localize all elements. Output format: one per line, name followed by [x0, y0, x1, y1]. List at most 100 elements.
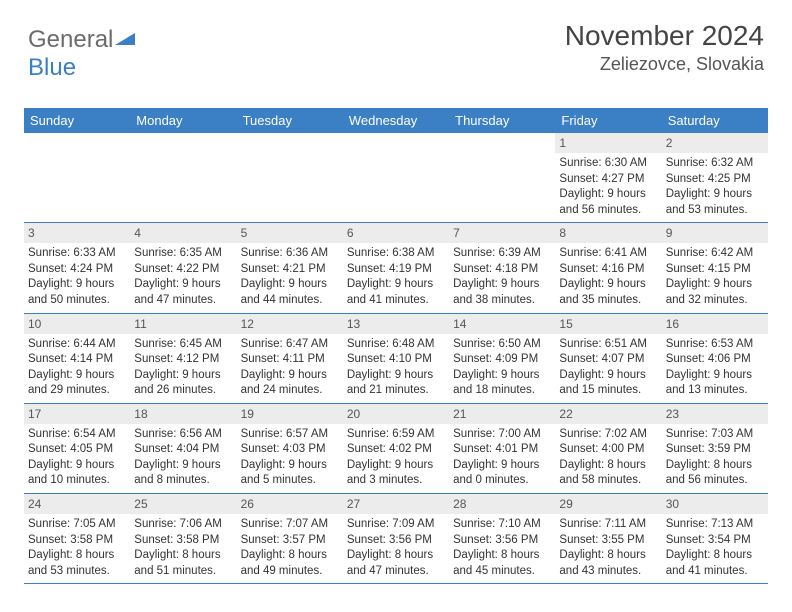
sunrise-text: Sunrise: 7:03 AM — [666, 427, 764, 443]
sunset-text: Sunset: 3:57 PM — [241, 533, 339, 549]
daylight-text: Daylight: 9 hours and 0 minutes. — [453, 458, 551, 489]
day-header: Monday — [130, 108, 236, 133]
day-number: 28 — [449, 494, 555, 514]
day-number: 14 — [449, 314, 555, 334]
sunset-text: Sunset: 4:10 PM — [347, 352, 445, 368]
day-number: 29 — [555, 494, 661, 514]
sunset-text: Sunset: 4:18 PM — [453, 262, 551, 278]
daylight-text: Daylight: 9 hours and 44 minutes. — [241, 277, 339, 308]
sunset-text: Sunset: 4:04 PM — [134, 442, 232, 458]
sunrise-text: Sunrise: 6:42 AM — [666, 246, 764, 262]
daylight-text: Daylight: 9 hours and 13 minutes. — [666, 368, 764, 399]
day-header: Tuesday — [237, 108, 343, 133]
day-cell: 17Sunrise: 6:54 AMSunset: 4:05 PMDayligh… — [24, 404, 130, 493]
sunset-text: Sunset: 4:02 PM — [347, 442, 445, 458]
day-cell: 28 Sunrise: 7:10 AMSunset: 3:56 PMDayligh… — [449, 494, 555, 583]
sunrise-text: Sunrise: 7:00 AM — [453, 427, 551, 443]
daylight-text: Daylight: 8 hours and 41 minutes. — [666, 548, 764, 579]
day-cell: 4Sunrise: 6:35 AMSunset: 4:22 PMDaylight… — [130, 223, 236, 312]
day-number: 6 — [343, 223, 449, 243]
day-cell: 10Sunrise: 6:44 AMSunset: 4:14 PMDayligh… — [24, 314, 130, 403]
day-cell: 8Sunrise: 6:41 AMSunset: 4:16 PMDaylight… — [555, 223, 661, 312]
day-number: 19 — [237, 404, 343, 424]
month-title: November 2024 — [565, 20, 764, 52]
sunrise-text: Sunrise: 6:30 AM — [559, 156, 657, 172]
daylight-text: Daylight: 8 hours and 49 minutes. — [241, 548, 339, 579]
day-number: 15 — [555, 314, 661, 334]
week-row: 24Sunrise: 7:05 AMSunset: 3:58 PMDayligh… — [24, 494, 768, 584]
sunset-text: Sunset: 4:22 PM — [134, 262, 232, 278]
sunset-text: Sunset: 3:58 PM — [28, 533, 126, 549]
sunrise-text: Sunrise: 7:13 AM — [666, 517, 764, 533]
sunrise-text: Sunrise: 7:02 AM — [559, 427, 657, 443]
empty-cell — [237, 133, 343, 222]
sunrise-text: Sunrise: 7:06 AM — [134, 517, 232, 533]
day-cell: 6Sunrise: 6:38 AMSunset: 4:19 PMDaylight… — [343, 223, 449, 312]
empty-cell — [449, 133, 555, 222]
daylight-text: Daylight: 9 hours and 5 minutes. — [241, 458, 339, 489]
day-number: 9 — [662, 223, 768, 243]
day-cell: 11Sunrise: 6:45 AMSunset: 4:12 PMDayligh… — [130, 314, 236, 403]
daylight-text: Daylight: 9 hours and 35 minutes. — [559, 277, 657, 308]
sunset-text: Sunset: 4:03 PM — [241, 442, 339, 458]
sunrise-text: Sunrise: 6:56 AM — [134, 427, 232, 443]
sunrise-text: Sunrise: 6:51 AM — [559, 337, 657, 353]
day-cell: 20Sunrise: 6:59 AMSunset: 4:02 PMDayligh… — [343, 404, 449, 493]
daylight-text: Daylight: 8 hours and 53 minutes. — [28, 548, 126, 579]
day-number: 21 — [449, 404, 555, 424]
sunrise-text: Sunrise: 7:05 AM — [28, 517, 126, 533]
day-number: 27 — [343, 494, 449, 514]
sunset-text: Sunset: 3:56 PM — [453, 533, 551, 549]
daylight-text: Daylight: 9 hours and 21 minutes. — [347, 368, 445, 399]
daylight-text: Daylight: 9 hours and 41 minutes. — [347, 277, 445, 308]
day-cell: 22Sunrise: 7:02 AMSunset: 4:00 PMDayligh… — [555, 404, 661, 493]
day-cell: 19Sunrise: 6:57 AMSunset: 4:03 PMDayligh… — [237, 404, 343, 493]
daylight-text: Daylight: 9 hours and 29 minutes. — [28, 368, 126, 399]
day-cell: 24Sunrise: 7:05 AMSunset: 3:58 PMDayligh… — [24, 494, 130, 583]
sunrise-text: Sunrise: 6:59 AM — [347, 427, 445, 443]
sunrise-text: Sunrise: 7:09 AM — [347, 517, 445, 533]
daylight-text: Daylight: 8 hours and 56 minutes. — [666, 458, 764, 489]
day-cell: 9Sunrise: 6:42 AMSunset: 4:15 PMDaylight… — [662, 223, 768, 312]
sunset-text: Sunset: 4:15 PM — [666, 262, 764, 278]
sunrise-text: Sunrise: 7:10 AM — [453, 517, 551, 533]
daylight-text: Daylight: 9 hours and 50 minutes. — [28, 277, 126, 308]
day-number: 12 — [237, 314, 343, 334]
sunrise-text: Sunrise: 6:47 AM — [241, 337, 339, 353]
sunrise-text: Sunrise: 6:45 AM — [134, 337, 232, 353]
sunrise-text: Sunrise: 6:48 AM — [347, 337, 445, 353]
daylight-text: Daylight: 9 hours and 47 minutes. — [134, 277, 232, 308]
week-row: 17Sunrise: 6:54 AMSunset: 4:05 PMDayligh… — [24, 404, 768, 494]
day-cell: 15Sunrise: 6:51 AMSunset: 4:07 PMDayligh… — [555, 314, 661, 403]
day-number: 20 — [343, 404, 449, 424]
daylight-text: Daylight: 8 hours and 51 minutes. — [134, 548, 232, 579]
day-number: 2 — [662, 133, 768, 153]
day-number: 7 — [449, 223, 555, 243]
daylight-text: Daylight: 8 hours and 43 minutes. — [559, 548, 657, 579]
sunset-text: Sunset: 4:14 PM — [28, 352, 126, 368]
daylight-text: Daylight: 9 hours and 18 minutes. — [453, 368, 551, 399]
day-number: 13 — [343, 314, 449, 334]
day-cell: 7Sunrise: 6:39 AMSunset: 4:18 PMDaylight… — [449, 223, 555, 312]
brand-part2: Blue — [28, 54, 76, 81]
sunrise-text: Sunrise: 6:32 AM — [666, 156, 764, 172]
day-number — [130, 133, 236, 153]
day-number — [343, 133, 449, 153]
day-cell: 26Sunrise: 7:07 AMSunset: 3:57 PMDayligh… — [237, 494, 343, 583]
day-cell: 21Sunrise: 7:00 AMSunset: 4:01 PMDayligh… — [449, 404, 555, 493]
daylight-text: Daylight: 8 hours and 45 minutes. — [453, 548, 551, 579]
day-headers-row: SundayMondayTuesdayWednesdayThursdayFrid… — [24, 108, 768, 133]
day-cell: 27Sunrise: 7:09 AMSunset: 3:56 PMDayligh… — [343, 494, 449, 583]
day-number — [24, 133, 130, 153]
sunset-text: Sunset: 4:09 PM — [453, 352, 551, 368]
week-row: 3Sunrise: 6:33 AMSunset: 4:24 PMDaylight… — [24, 223, 768, 313]
sunset-text: Sunset: 4:05 PM — [28, 442, 126, 458]
day-number: 1 — [555, 133, 661, 153]
sunrise-text: Sunrise: 6:50 AM — [453, 337, 551, 353]
sunset-text: Sunset: 3:59 PM — [666, 442, 764, 458]
sunrise-text: Sunrise: 6:36 AM — [241, 246, 339, 262]
daylight-text: Daylight: 9 hours and 10 minutes. — [28, 458, 126, 489]
day-cell: 1Sunrise: 6:30 AMSunset: 4:27 PMDaylight… — [555, 133, 661, 222]
day-number: 18 — [130, 404, 236, 424]
header-right: November 2024 Zeliezovce, Slovakia — [565, 20, 764, 75]
